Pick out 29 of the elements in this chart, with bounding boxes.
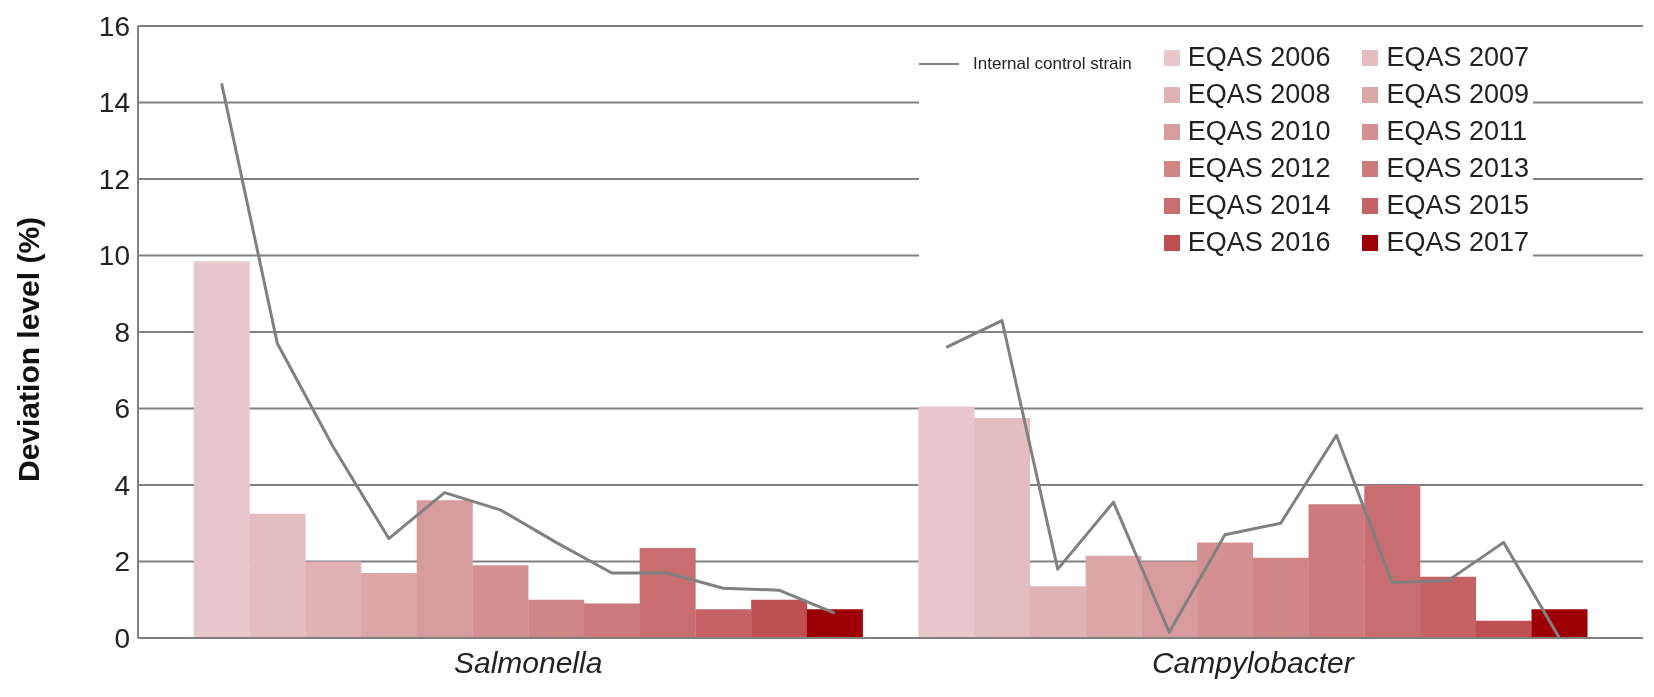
legend-label: EQAS 2017 — [1386, 227, 1529, 258]
legend-label: EQAS 2007 — [1386, 42, 1529, 73]
legend-label: EQAS 2016 — [1187, 227, 1331, 258]
text: Salmonella — [452, 646, 604, 680]
bar — [1475, 620, 1532, 638]
y-tick-label: 14 — [98, 87, 130, 119]
bar — [1531, 609, 1588, 638]
bar — [751, 599, 808, 638]
legend-label: EQAS 2006 — [1187, 42, 1331, 73]
legend-label: EQAS 2008 — [1187, 79, 1331, 110]
legend-label: EQAS 2009 — [1386, 79, 1529, 110]
text: Campylobacter — [1150, 646, 1356, 680]
legend-label: EQAS 2011 — [1386, 116, 1527, 147]
y-axis-title: Deviation level (%) — [11, 216, 45, 482]
legend-label: EQAS 2012 — [1187, 153, 1331, 184]
legend-label: Internal control strain — [973, 54, 1132, 74]
y-tick-label: 2 — [114, 546, 130, 578]
legend-label: EQAS 2010 — [1187, 116, 1331, 147]
y-tick-label: 0 — [114, 622, 130, 654]
legend-label: EQAS 2015 — [1386, 190, 1529, 221]
y-tick-label: 10 — [98, 240, 130, 272]
y-tick-label: 8 — [114, 316, 130, 348]
legend-label: EQAS 2014 — [1187, 190, 1331, 221]
y-tick-label: 6 — [114, 393, 130, 425]
y-tick-label: 16 — [98, 10, 130, 42]
y-tick-label: 12 — [98, 163, 130, 195]
legend-label: EQAS 2013 — [1386, 153, 1529, 184]
y-tick-label: 4 — [114, 469, 130, 501]
bar — [806, 609, 863, 638]
